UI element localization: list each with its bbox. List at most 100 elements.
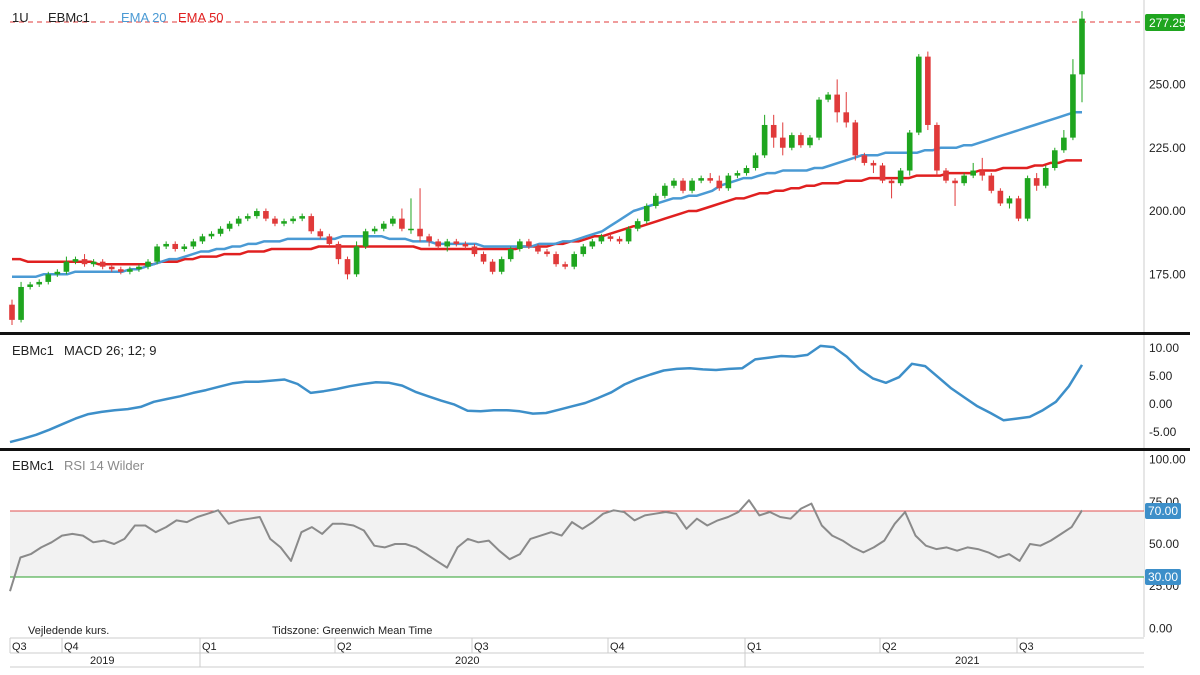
candle-body: [888, 180, 895, 184]
quarter-label: Q3: [474, 641, 489, 653]
candle: [426, 233, 432, 247]
candle-body: [807, 137, 813, 146]
candle-body: [1079, 18, 1085, 75]
macd-tick-label: 0.00: [1149, 397, 1173, 411]
candle: [1079, 11, 1085, 103]
candle: [45, 271, 52, 285]
candle: [63, 256, 70, 275]
candle: [90, 259, 97, 267]
macd-tick-label: 10.00: [1149, 341, 1179, 355]
candle: [380, 221, 387, 232]
instrument-label: EBMc1: [48, 10, 90, 25]
ema20-legend-label[interactable]: EMA 20: [121, 10, 167, 25]
candle-body: [843, 112, 850, 123]
candle: [943, 168, 949, 184]
candle-body: [335, 243, 342, 260]
ema50-legend-label[interactable]: EMA 50: [178, 10, 224, 25]
candle-body: [344, 259, 351, 275]
rsi-overbought-value: 70.00: [1148, 504, 1178, 518]
candle: [81, 254, 88, 267]
candle-body: [498, 259, 505, 272]
candle-body: [1070, 74, 1076, 138]
candle-body: [371, 228, 378, 232]
footer-timezone: Tidszone: Greenwich Mean Time: [272, 625, 432, 637]
candle: [1070, 59, 1076, 141]
candle-body: [190, 241, 197, 247]
candle-body: [145, 261, 151, 267]
candle-body: [906, 132, 913, 171]
candle-body: [607, 236, 614, 239]
candle: [897, 168, 904, 186]
candle: [272, 216, 278, 227]
candle-body: [544, 251, 550, 255]
candle: [462, 241, 469, 249]
candle-body: [163, 243, 169, 247]
candle-body: [698, 178, 704, 181]
candle: [281, 218, 287, 227]
candle: [145, 259, 151, 270]
interval-label[interactable]: 1U: [12, 10, 29, 25]
quarter-label: Q4: [610, 641, 625, 653]
year-label: 2019: [90, 655, 114, 667]
candle-body: [408, 228, 414, 231]
candle-body: [299, 216, 305, 219]
candle-body: [952, 180, 958, 184]
candle-body: [136, 266, 142, 270]
candle: [526, 238, 532, 249]
candle: [335, 241, 342, 265]
candle: [217, 226, 224, 237]
candle-body: [453, 241, 460, 244]
candle-body: [1061, 137, 1067, 151]
candle: [743, 165, 750, 176]
candle: [226, 221, 233, 232]
ema50-line: [12, 159, 1082, 266]
candle-body: [752, 155, 759, 168]
candle: [18, 281, 24, 323]
candle-body: [272, 218, 278, 224]
macd-title: MACD 26; 12; 9: [64, 343, 157, 358]
candle: [516, 238, 523, 252]
candle: [1015, 195, 1022, 222]
candle: [834, 79, 840, 123]
candle-body: [761, 124, 768, 156]
candle-body: [1033, 178, 1040, 186]
candle: [235, 216, 242, 227]
candle: [1051, 147, 1058, 171]
candle: [807, 135, 813, 148]
candle-body: [99, 261, 106, 267]
candle-body: [326, 236, 333, 244]
candle: [562, 261, 568, 270]
candle-body: [535, 246, 541, 252]
candle: [371, 226, 378, 234]
candle: [580, 243, 587, 257]
candle: [498, 256, 505, 275]
candle-body: [625, 228, 632, 242]
candle-body: [226, 223, 233, 229]
candle: [934, 122, 940, 176]
candle: [299, 213, 305, 222]
candle-body: [290, 218, 296, 222]
candle: [308, 213, 315, 234]
candle-body: [235, 218, 242, 224]
candle-body: [426, 236, 432, 242]
candle: [997, 188, 1004, 206]
candle: [172, 241, 179, 252]
ema20-line: [12, 111, 1082, 279]
macd-axis: 10.00 5.00 0.00 -5.00: [1149, 341, 1179, 439]
candle: [979, 157, 986, 181]
macd-line-layer: [9, 344, 1084, 444]
candle: [925, 51, 931, 131]
candle: [716, 175, 723, 191]
time-axis: Q3 Q4 Q1 Q2 Q3 Q4 Q1 Q2 Q3 2019 2020 2021: [9, 637, 1144, 668]
price-axis: 175.00 200.00 225.00 250.00: [1149, 77, 1186, 281]
candle-body: [118, 269, 124, 272]
candle: [988, 173, 995, 194]
candle-body: [979, 170, 986, 176]
macd-tick-label: -5.00: [1149, 425, 1177, 439]
candle: [915, 54, 922, 136]
candle: [653, 193, 659, 209]
candle: [643, 203, 650, 224]
candle-body: [1042, 168, 1049, 186]
candle: [662, 183, 668, 199]
